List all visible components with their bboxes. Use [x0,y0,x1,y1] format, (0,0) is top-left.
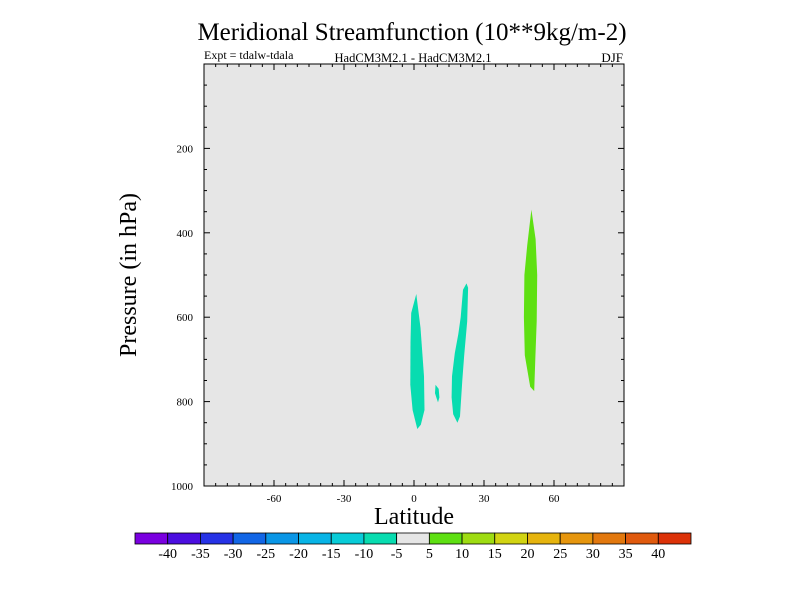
colorbar-swatch [592,532,626,545]
y-tick-label: 200 [177,143,194,155]
colorbar-label: 15 [488,547,502,562]
colorbar-label: 25 [553,547,567,562]
y-tick-label: 800 [177,397,194,409]
contour-regions [410,209,538,429]
colorbar-swatch [461,532,496,545]
colorbar-label: -30 [224,547,243,562]
colorbar-swatch [428,532,463,545]
contour-negative-cell-2 [435,384,440,403]
colorbar-swatch [265,532,299,545]
colorbar: -40 -35 -30 -25 -20 -15 -10 -5 5 10 15 20 25 30 35 40 [134,532,692,562]
contour-negative-cell-1 [410,294,425,429]
chart-title: Meridional Streamfunction (10**9kg/m-2) [197,19,626,46]
colorbar-label: -35 [191,547,210,562]
colorbar-label: 10 [455,547,469,562]
plot-area-background [204,64,624,486]
season-label: DJF [601,50,623,65]
colorbar-label: -15 [322,547,341,562]
colorbar-swatch [232,532,267,545]
colorbar-label: -20 [289,547,308,562]
y-tick-label: 400 [177,228,194,240]
colorbar-label: -25 [256,547,275,562]
x-tick-label: -60 [267,493,282,505]
colorbar-label: 30 [586,547,600,562]
colorbar-swatch [625,532,659,545]
colorbar-label: -10 [355,547,374,562]
colorbar-label: -5 [391,547,403,562]
contour-negative-cell-3 [451,283,469,423]
colorbar-swatch [298,532,332,545]
y-tick-label: 600 [177,312,194,324]
colorbar-label: 40 [651,547,665,562]
colorbar-swatch [200,532,234,545]
contour-positive-cell-1 [523,209,538,392]
y-tick-label: 1000 [171,481,194,493]
colorbar-label: 35 [619,547,633,562]
colorbar-swatch [167,532,201,545]
colorbar-swatch [494,532,528,545]
colorbar-swatch [396,532,430,545]
colorbar-swatch [363,532,398,545]
y-axis-label: Pressure (in hPa) [116,193,142,357]
colorbar-swatch [657,532,692,545]
x-axis: -60 -30 0 30 60 [215,64,613,505]
colorbar-swatch [527,532,561,545]
colorbar-swatch [134,532,169,545]
y-axis: 200 400 600 800 1000 [171,84,624,493]
x-tick-label: 0 [411,493,417,505]
model-label: HadCM3M2.1 - HadCM3M2.1 [335,51,492,65]
x-tick-label: -30 [337,493,352,505]
expt-label: Expt = tdalw-tdala [204,48,294,62]
colorbar-label: 5 [426,547,433,562]
x-axis-label: Latitude [374,504,454,530]
colorbar-swatch [559,532,594,545]
colorbar-label: 20 [521,547,535,562]
x-tick-label: 60 [549,493,561,505]
colorbar-swatch [330,532,365,545]
x-tick-label: 30 [479,493,491,505]
colorbar-label: -40 [158,547,177,562]
